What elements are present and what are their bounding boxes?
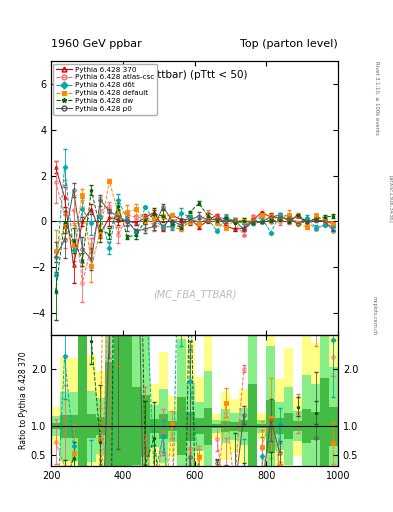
Text: Top (parton level): Top (parton level) — [240, 38, 338, 49]
Text: M (ttbar) (pTtt < 50): M (ttbar) (pTtt < 50) — [141, 70, 248, 80]
Y-axis label: Ratio to Pythia 6.428 370: Ratio to Pythia 6.428 370 — [19, 352, 28, 450]
Text: mcplots.cern.ch: mcplots.cern.ch — [372, 296, 376, 335]
Text: [arXiv:1306.3436]: [arXiv:1306.3436] — [388, 175, 393, 222]
Text: 1960 GeV ppbar: 1960 GeV ppbar — [51, 38, 142, 49]
Text: Rivet 3.1.10, ≥ 100k events: Rivet 3.1.10, ≥ 100k events — [375, 61, 379, 135]
Legend: Pythia 6.428 370, Pythia 6.428 atlas-csc, Pythia 6.428 d6t, Pythia 6.428 default: Pythia 6.428 370, Pythia 6.428 atlas-csc… — [53, 63, 157, 115]
Text: (MC_FBA_TTBAR): (MC_FBA_TTBAR) — [153, 289, 236, 300]
